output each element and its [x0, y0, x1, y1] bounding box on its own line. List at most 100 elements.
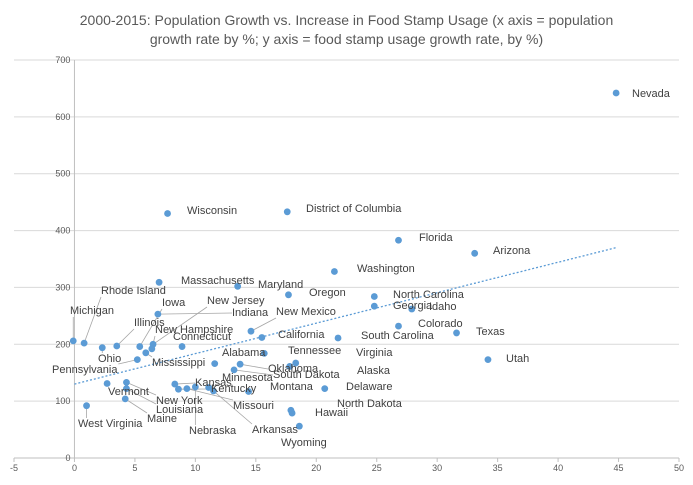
data-point	[395, 322, 402, 330]
data-point	[175, 385, 182, 393]
x-tick-label: 25	[372, 463, 382, 473]
data-point	[370, 302, 378, 310]
data-point	[395, 236, 402, 244]
data-point	[245, 388, 252, 395]
data-point	[295, 422, 303, 430]
data-label: Maryland	[258, 279, 303, 291]
data-label: California	[278, 329, 325, 341]
data-point	[80, 339, 88, 347]
data-points	[69, 89, 620, 430]
data-label: Montana	[270, 381, 314, 393]
data-point	[154, 310, 162, 318]
leader-line	[234, 369, 274, 376]
data-label: Colorado	[418, 318, 463, 330]
data-point	[334, 334, 342, 342]
data-point	[98, 344, 106, 352]
y-tick-label: 200	[55, 339, 70, 349]
leader-line	[240, 363, 269, 370]
x-tick-label: 20	[311, 463, 321, 473]
y-tick-label: 600	[55, 112, 70, 122]
data-label: Tennessee	[288, 345, 341, 357]
data-label: Alabama	[222, 347, 266, 359]
y-tick-label: 700	[55, 55, 70, 65]
leader-line	[186, 388, 234, 401]
data-point	[133, 356, 141, 364]
data-point	[142, 349, 150, 357]
data-label: Arkansas	[252, 424, 298, 436]
data-label: South Dakota	[273, 369, 341, 381]
data-point	[210, 387, 217, 395]
data-point	[370, 293, 378, 300]
tick-labels: 0 100 200 300 400 500 600 700 -5 0 5 10 15 20 25 30 35 40…	[10, 55, 684, 473]
data-point	[155, 278, 163, 286]
x-tick-label: 5	[132, 463, 137, 473]
data-label: Iowa	[162, 297, 186, 309]
data-label: Missouri	[233, 400, 274, 412]
leader-line	[126, 382, 157, 396]
data-label: Washington	[357, 263, 415, 275]
data-point	[283, 208, 291, 216]
x-tick-label: 0	[72, 463, 77, 473]
leader-line	[125, 398, 148, 414]
trendline-layer	[74, 246, 617, 385]
leader-line	[250, 317, 277, 332]
data-label: Oregon	[309, 287, 346, 299]
leader-line	[83, 296, 102, 344]
data-point	[285, 291, 292, 299]
data-label: Louisiana	[156, 404, 204, 416]
data-label: Georgia	[393, 300, 433, 312]
data-label: West Virginia	[78, 418, 143, 430]
leader-line	[157, 312, 233, 315]
data-point	[123, 378, 130, 386]
data-label: Rhode Island	[101, 285, 166, 297]
data-label: Kentucky	[211, 383, 257, 395]
data-label: Texas	[476, 326, 505, 338]
data-label: Florida	[419, 232, 454, 244]
data-point	[103, 380, 111, 387]
y-tick-label: 300	[55, 282, 70, 292]
data-point	[69, 337, 77, 345]
data-label: South Carolina	[361, 330, 435, 342]
trendline	[74, 246, 617, 385]
data-point	[292, 359, 300, 367]
leader-line	[116, 328, 135, 347]
data-point	[178, 343, 186, 350]
data-label: New Mexico	[276, 306, 336, 318]
x-tick-label: -5	[10, 463, 18, 473]
data-point	[612, 89, 620, 97]
data-point	[121, 395, 129, 403]
data-label: District of Columbia	[306, 203, 402, 215]
data-label: Indiana	[232, 307, 269, 319]
data-label: Michigan	[70, 305, 114, 317]
chart-title-line-2: growth rate by %; y axis = food stamp us…	[149, 31, 544, 47]
data-label: Delaware	[346, 381, 392, 393]
data-label: Idaho	[429, 301, 457, 313]
y-tick-label: 500	[55, 169, 70, 179]
x-tick-label: 30	[432, 463, 442, 473]
data-label: Nevada	[632, 88, 671, 100]
data-label: Virginia	[356, 347, 393, 359]
x-tick-label: 35	[493, 463, 503, 473]
data-label: Alaska	[357, 365, 391, 377]
data-label: Arizona	[493, 245, 531, 257]
x-tick-label: 10	[190, 463, 200, 473]
data-label: Pennsylvania	[52, 364, 118, 376]
data-point	[260, 349, 268, 357]
data-point	[230, 366, 238, 374]
data-label: Connecticut	[173, 331, 231, 343]
data-label: North Dakota	[337, 398, 403, 410]
data-point	[247, 327, 255, 335]
data-label: Hawaii	[315, 407, 348, 419]
data-label: New Jersey	[207, 295, 265, 307]
y-tick-label: 0	[65, 453, 70, 463]
data-label: Utah	[506, 353, 529, 365]
data-point	[171, 380, 179, 388]
data-point	[123, 385, 130, 393]
data-point	[471, 249, 479, 257]
data-point	[113, 342, 121, 350]
data-label: Mississippi	[152, 357, 205, 369]
data-point	[287, 406, 295, 414]
data-point	[408, 305, 416, 313]
